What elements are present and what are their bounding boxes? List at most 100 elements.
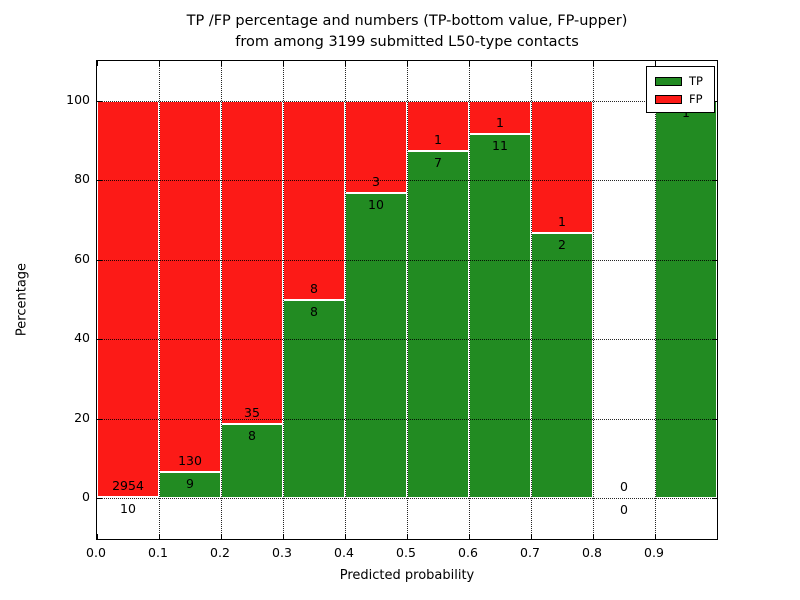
fp-count-label: 1: [434, 131, 442, 147]
fp-count-label: 3: [372, 173, 380, 189]
y-tick-label: 40: [74, 330, 90, 346]
x-tick: [655, 534, 656, 539]
y-tick: [97, 101, 102, 102]
tp-count-label: 11: [492, 138, 508, 154]
y-tick: [712, 498, 717, 499]
fp-bar-segment: [283, 101, 345, 300]
fp-bar-segment: [531, 101, 593, 234]
tp-bar-segment: [283, 299, 345, 498]
y-tick-label: 80: [74, 171, 90, 187]
x-tick: [345, 534, 346, 539]
tp-legend-swatch: [655, 76, 682, 86]
x-tick: [97, 61, 98, 66]
x-gridline: [655, 61, 656, 539]
y-tick: [712, 180, 717, 182]
x-tick-label: 0.3: [272, 545, 292, 560]
x-tick: [221, 61, 222, 66]
y-tick: [712, 259, 717, 261]
tp-count-label: 10: [120, 500, 136, 516]
x-tick-label: 0.8: [582, 545, 602, 560]
x-tick: [345, 61, 346, 66]
x-tick-label: 0.4: [334, 545, 354, 560]
y-tick: [97, 180, 102, 182]
x-gridline: [407, 61, 408, 539]
y-axis-label: Percentage: [14, 262, 30, 337]
y-tick: [97, 259, 102, 261]
tp-count-label: 9: [186, 476, 194, 492]
chart-title-line-1: TP /FP percentage and numbers (TP-bottom…: [186, 13, 628, 29]
x-tick: [97, 534, 98, 539]
fp-bar-segment: [159, 101, 221, 473]
x-tick: [593, 61, 594, 66]
x-tick-label: 0.9: [644, 545, 664, 560]
tp-count-label: 8: [310, 303, 318, 319]
x-gridline: [531, 61, 532, 539]
x-tick-label: 0.0: [86, 545, 106, 560]
x-gridline: [345, 61, 346, 539]
y-tick-label: 100: [66, 92, 90, 107]
y-tick: [97, 498, 102, 499]
y-tick: [712, 418, 717, 420]
fp-count-label: 0: [620, 479, 628, 494]
fp-count-label: 1: [496, 115, 504, 131]
x-tick: [593, 534, 594, 539]
x-gridline: [593, 61, 594, 539]
x-tick: [407, 534, 408, 539]
x-tick-label: 0.5: [396, 545, 416, 560]
x-axis-label: Predicted probability: [339, 568, 475, 583]
legend-row-fp: FP: [655, 91, 714, 107]
fp-count-label: 1: [558, 214, 566, 230]
fp-bar-segment: [407, 101, 469, 151]
x-tick: [655, 61, 656, 66]
x-tick: [221, 534, 222, 539]
tp-count-label: 2: [558, 237, 566, 253]
fp-legend-swatch: [655, 94, 682, 104]
x-gridline: [469, 61, 470, 539]
x-tick-label: 0.1: [148, 545, 168, 560]
fp-bar-segment: [97, 101, 159, 497]
fp-legend-label: FP: [689, 92, 703, 106]
x-gridline: [159, 61, 160, 539]
tp-bar-segment: [345, 192, 407, 498]
tp-bar-segment: [159, 472, 221, 498]
y-tick-label: 60: [74, 250, 90, 266]
tp-bar-segment: [531, 233, 593, 498]
fp-count-label: 8: [310, 280, 318, 296]
tp-bar-segment: [407, 150, 469, 498]
x-tick: [469, 61, 470, 66]
tp-count-label: 8: [248, 428, 256, 444]
y-tick: [712, 339, 717, 341]
plot-area: 29541013093588831017111120001: [96, 60, 718, 540]
y-tick-label: 0: [82, 489, 90, 504]
fp-count-label: 35: [244, 405, 260, 421]
x-tick-label: 0.2: [210, 545, 230, 560]
legend: TP FP: [646, 66, 715, 113]
x-tick: [469, 534, 470, 539]
x-tick: [159, 534, 160, 539]
fp-count-label: 2954: [112, 477, 144, 493]
chart-title-line-2: from among 3199 submitted L50-type conta…: [235, 34, 579, 50]
x-tick: [531, 534, 532, 539]
tp-count-label: 0: [620, 502, 628, 517]
tp-count-label: 7: [434, 154, 442, 170]
fp-bar-segment: [221, 101, 283, 425]
y-tick: [97, 339, 102, 341]
x-gridline: [283, 61, 284, 539]
x-tick: [283, 61, 284, 66]
x-tick: [531, 61, 532, 66]
x-tick-label: 0.7: [520, 545, 540, 560]
tp-legend-label: TP: [689, 74, 703, 88]
x-tick: [407, 61, 408, 66]
y-tick-label: 20: [74, 409, 90, 425]
x-tick-label: 0.6: [458, 545, 478, 560]
x-gridline: [221, 61, 222, 539]
y-tick: [97, 418, 102, 420]
x-tick: [283, 534, 284, 539]
tp-bar-segment: [469, 134, 531, 498]
legend-row-tp: TP: [655, 73, 714, 89]
tp-bar-segment: [655, 101, 717, 498]
x-tick: [159, 61, 160, 66]
plot-canvas: 29541013093588831017111120001: [97, 61, 717, 539]
tp-count-label: 10: [368, 196, 384, 212]
